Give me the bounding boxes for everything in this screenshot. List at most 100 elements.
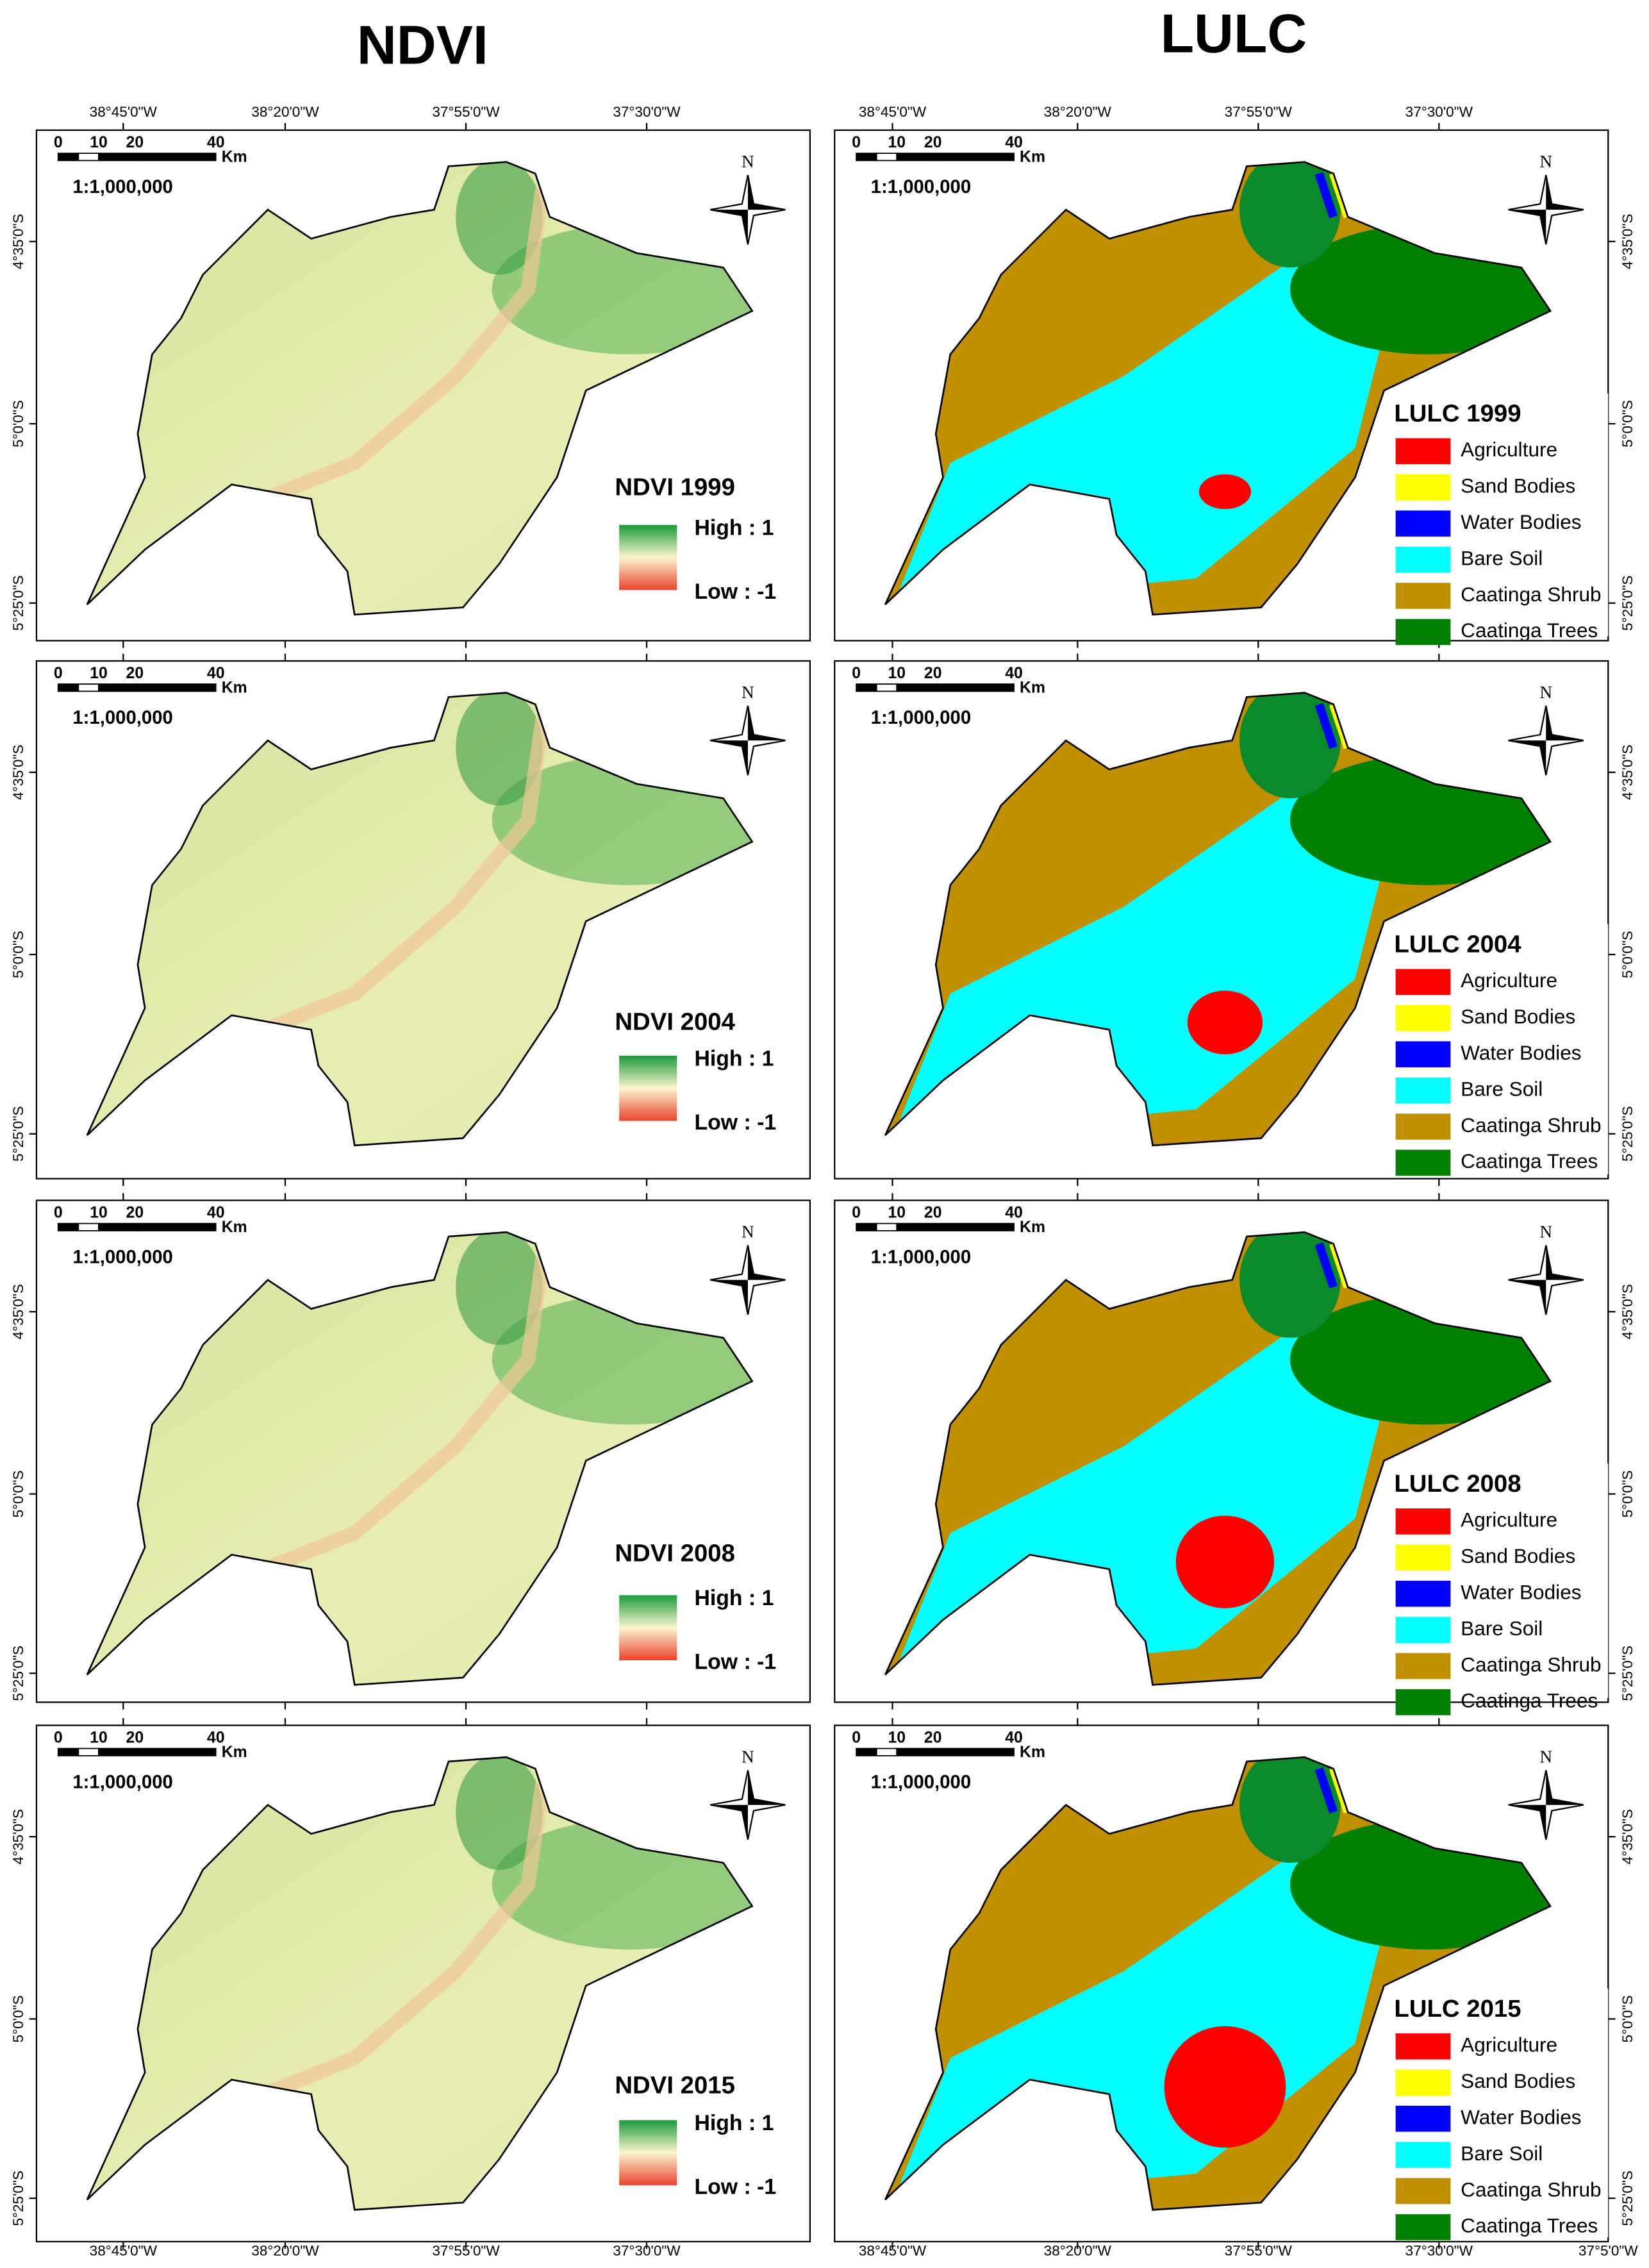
arrow-star-dark <box>747 1770 786 1805</box>
north-arrow: N <box>1508 1747 1584 1840</box>
scale-segment <box>896 1747 937 1756</box>
legend-label: Sand Bodies <box>1461 474 1575 497</box>
scale-ratio: 1:1,000,000 <box>72 1771 172 1792</box>
legend-swatch <box>1395 2033 1451 2060</box>
latitude-label: 4°35'0"S <box>10 1809 26 1865</box>
ndvi-river <box>207 1257 550 1598</box>
latitude-label: 5°0'0"S <box>10 1995 26 2042</box>
legend-swatch <box>1395 583 1451 609</box>
legend: LULC 2008 Agriculture Sand Bodies Water Bod… <box>1388 1463 1609 1715</box>
legend-label: Caatinga Trees <box>1461 1149 1598 1172</box>
scale-label: 20 <box>126 1729 144 1746</box>
legend-swatch <box>1395 2178 1451 2205</box>
arrow-star-dark <box>1508 740 1546 776</box>
legend-title: LULC 2015 <box>1394 1995 1521 2022</box>
arrow-star-dark <box>1546 705 1584 741</box>
scale-segment <box>78 683 99 692</box>
scale-segment <box>856 1222 877 1231</box>
scale-segment <box>137 683 217 692</box>
lulc-trees <box>1239 692 1341 799</box>
scale-segment <box>935 1222 1015 1231</box>
north-label: N <box>742 1747 754 1767</box>
latitude-label: 5°25'0"S <box>1620 1646 1636 1701</box>
lulc-agri <box>1187 990 1263 1055</box>
longitude-label: 38°45'0"W <box>90 2243 158 2259</box>
arrow-star-dark <box>1508 210 1546 245</box>
legend-swatch <box>1395 619 1451 646</box>
latitude-label: 5°0'0"S <box>1620 1995 1636 2042</box>
longitude-label: 38°45'0"W <box>859 104 927 120</box>
longitude-label: 38°20'0"W <box>1044 104 1112 120</box>
legend-label: Agriculture <box>1461 969 1557 992</box>
scale-segment <box>98 683 138 692</box>
legend-label: Bare Soil <box>1461 1617 1543 1640</box>
north-arrow: N <box>1508 1222 1584 1315</box>
ndvi-high: High : 1 <box>694 516 774 540</box>
scale-label: 10 <box>90 665 108 682</box>
arrow-star-dark <box>747 174 786 210</box>
legend-swatch <box>1395 2214 1451 2240</box>
longitude-label: 37°30'0"W <box>1405 2243 1473 2259</box>
scale-segment <box>57 153 79 162</box>
scale-label: 20 <box>924 665 942 682</box>
lulc-trees <box>1239 1232 1341 1338</box>
legend-swatch <box>1395 438 1451 465</box>
latitude-label: 4°35'0"S <box>1620 213 1636 269</box>
scale-segment <box>78 153 99 162</box>
ndvi-low: Low : -1 <box>694 2174 776 2199</box>
longitude-label: 37°30'0"W <box>1405 104 1473 120</box>
ndvi-low: Low : -1 <box>694 1110 776 1135</box>
latitude-label: 5°0'0"S <box>10 931 26 978</box>
ndvi-title: NDVI 2015 <box>615 2072 735 2099</box>
legend-swatch <box>1395 1149 1451 1176</box>
scale-label: 40 <box>207 1204 225 1221</box>
north-label: N <box>742 683 754 702</box>
legend-swatch <box>1395 2105 1451 2132</box>
ndvi-high: High : 1 <box>694 1586 774 1610</box>
ndvi-river <box>207 1782 550 2123</box>
ndvi-low: Low : -1 <box>694 1649 776 1674</box>
scale-label: 20 <box>126 1204 144 1221</box>
scale-segment <box>935 1747 1015 1756</box>
scale-unit: Km <box>1020 1219 1045 1236</box>
column-header: NDVI <box>357 14 488 76</box>
scale-label: 10 <box>888 1729 906 1746</box>
lulc-trees <box>1239 162 1341 268</box>
scale-ratio: 1:1,000,000 <box>72 1247 172 1268</box>
scale-unit: Km <box>1020 1744 1045 1761</box>
ndvi-high-zone <box>456 162 543 275</box>
north-arrow: N <box>710 683 786 776</box>
scale-ratio: 1:1,000,000 <box>72 176 172 197</box>
legend-swatch <box>1395 1077 1451 1104</box>
legend-label: Caatinga Trees <box>1461 1689 1598 1712</box>
scale-segment <box>137 1747 217 1756</box>
scale-label: 0 <box>54 1204 63 1221</box>
scale-segment <box>78 1747 99 1756</box>
scale-segment <box>935 683 1015 692</box>
scale-ratio: 1:1,000,000 <box>871 1771 971 1792</box>
legend-label: Caatinga Shrub <box>1461 2178 1601 2201</box>
legend-label: Caatinga Shrub <box>1461 1113 1601 1137</box>
lulc-water <box>1314 1767 1338 1814</box>
scale-segment <box>137 153 217 162</box>
legend-swatch <box>1395 969 1451 996</box>
latitude-label: 4°35'0"S <box>1620 744 1636 800</box>
scale-segment <box>137 1222 217 1231</box>
scale-label: 20 <box>924 134 942 151</box>
legend-swatch <box>1395 510 1451 537</box>
legend-swatch <box>1395 1005 1451 1031</box>
column-header: LULC <box>1161 3 1307 64</box>
legend-label: Bare Soil <box>1461 2142 1543 2165</box>
arrow-star-dark <box>710 1805 748 1840</box>
latitude-label: 5°0'0"S <box>1620 400 1636 447</box>
arrow-star-dark <box>747 1245 786 1280</box>
